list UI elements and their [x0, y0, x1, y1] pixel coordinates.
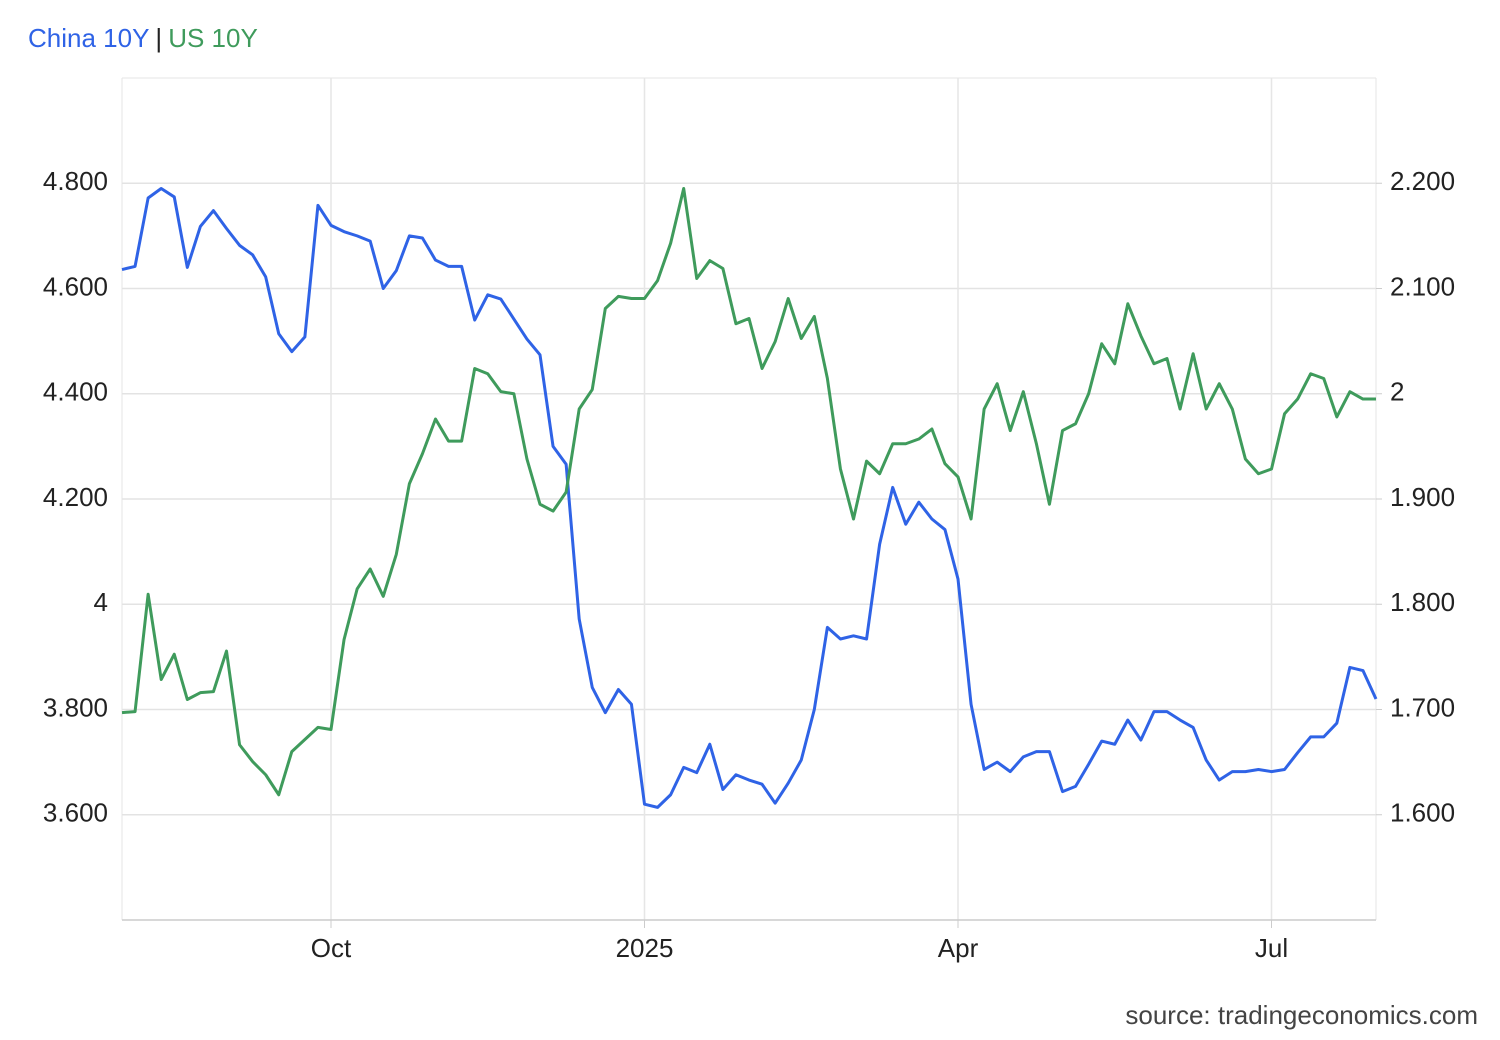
legend-separator: |	[155, 23, 162, 53]
y2-tick-label: 1.800	[1390, 587, 1455, 617]
y2-tick-label: 2	[1390, 377, 1404, 407]
y-tick-label: 4	[94, 587, 108, 617]
legend: China 10Y | US 10Y	[28, 23, 258, 53]
y2-tick-label: 1.900	[1390, 482, 1455, 512]
x-tick-label: Apr	[938, 933, 979, 963]
line-series	[121, 187, 1376, 797]
line-series	[121, 187, 1378, 809]
source-note: source: tradingeconomics.com	[1125, 1000, 1478, 1030]
y-tick-label: 4.600	[43, 271, 108, 301]
x-tick-label: 2025	[616, 933, 674, 963]
y-tick-label: 4.800	[43, 166, 108, 196]
y-tick-label: 4.200	[43, 482, 108, 512]
y2-tick-label: 2.200	[1390, 166, 1455, 196]
legend-entry[interactable]: US 10Y	[168, 23, 258, 53]
y-tick-label: 3.800	[43, 692, 108, 722]
y2-tick-label: 2.100	[1390, 271, 1455, 301]
x-tick-label: Jul	[1255, 933, 1288, 963]
y2-tick-label: 1.700	[1390, 692, 1455, 722]
legend-entry[interactable]: China 10Y	[28, 23, 149, 53]
y-tick-label: 4.400	[43, 377, 108, 407]
x-tick-label: Oct	[311, 933, 352, 963]
y-tick-label: 3.600	[43, 798, 108, 828]
y2-tick-label: 1.600	[1390, 798, 1455, 828]
